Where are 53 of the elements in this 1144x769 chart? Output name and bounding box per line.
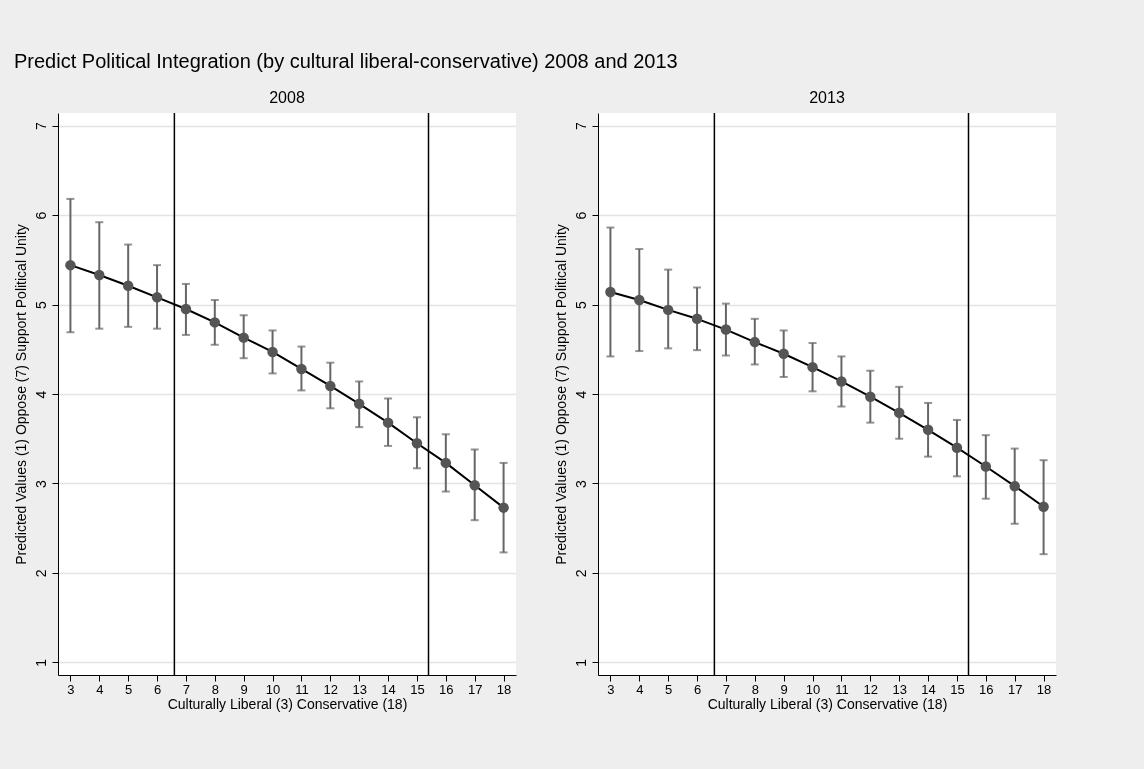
y-axis-title: Predicted Values (1) Oppose (7) Support Political Unity bbox=[552, 224, 569, 565]
x-tick-label: 9 bbox=[780, 681, 788, 697]
x-tick-label: 16 bbox=[439, 681, 454, 697]
x-tick-label: 7 bbox=[722, 681, 731, 697]
y-tick-label: 1 bbox=[32, 658, 49, 667]
x-tick-label: 16 bbox=[979, 681, 994, 697]
x-axis-title: Culturally Liberal (3) Conservative (18) bbox=[707, 695, 948, 712]
y-tick-label: 3 bbox=[32, 479, 49, 488]
x-tick-label: 14 bbox=[921, 681, 936, 697]
x-tick-label: 11 bbox=[295, 681, 309, 697]
x-tick-label: 17 bbox=[1007, 681, 1023, 697]
x-tick-label: 15 bbox=[410, 681, 425, 697]
x-tick-label: 10 bbox=[805, 681, 821, 697]
x-axis-title: Culturally Liberal (3) Conservative (18) bbox=[167, 695, 408, 712]
y-tick-label: 2 bbox=[32, 569, 49, 578]
y-tick-label: 5 bbox=[572, 300, 589, 309]
x-tick-label: 17 bbox=[467, 681, 483, 697]
x-tick-label: 13 bbox=[892, 681, 907, 697]
y-tick-label: 3 bbox=[572, 479, 589, 488]
x-tick-label: 12 bbox=[323, 681, 339, 697]
x-tick-label: 4 bbox=[96, 681, 104, 697]
x-tick-label: 5 bbox=[125, 681, 133, 697]
x-tick-label: 9 bbox=[240, 681, 248, 697]
y-tick-label: 4 bbox=[32, 390, 49, 399]
chart-subtitle: 2013 bbox=[809, 89, 845, 107]
x-tick-label: 7 bbox=[182, 681, 191, 697]
x-tick-label: 14 bbox=[381, 681, 396, 697]
y-tick-label: 6 bbox=[572, 211, 589, 220]
y-tick-label: 2 bbox=[572, 569, 589, 578]
y-tick-label: 7 bbox=[572, 121, 589, 130]
x-tick-label: 5 bbox=[665, 681, 673, 697]
x-tick-label: 13 bbox=[352, 681, 367, 697]
x-tick-label: 10 bbox=[265, 681, 281, 697]
x-tick-label: 12 bbox=[863, 681, 879, 697]
x-tick-label: 3 bbox=[607, 681, 615, 697]
x-tick-label: 18 bbox=[496, 681, 512, 697]
x-tick-label: 8 bbox=[211, 681, 219, 697]
x-tick-label: 15 bbox=[950, 681, 965, 697]
x-tick-label: 6 bbox=[693, 681, 702, 697]
y-tick-label: 4 bbox=[572, 390, 589, 399]
y-axis-title: Predicted Values (1) Oppose (7) Support Political Unity bbox=[12, 224, 29, 565]
chart-title: Predict Political Integration (by cultural liberal-conservative) 2008 and 2013 bbox=[14, 50, 678, 73]
y-tick-label: 1 bbox=[572, 658, 589, 667]
x-tick-label: 11 bbox=[835, 681, 849, 697]
y-tick-label: 7 bbox=[32, 121, 49, 130]
x-tick-label: 6 bbox=[153, 681, 162, 697]
x-tick-label: 18 bbox=[1036, 681, 1052, 697]
x-tick-label: 8 bbox=[751, 681, 759, 697]
y-tick-label: 6 bbox=[32, 211, 49, 220]
x-tick-label: 3 bbox=[67, 681, 75, 697]
y-tick-label: 5 bbox=[32, 300, 49, 309]
x-tick-label: 4 bbox=[636, 681, 644, 697]
chart-subtitle: 2008 bbox=[269, 89, 305, 107]
